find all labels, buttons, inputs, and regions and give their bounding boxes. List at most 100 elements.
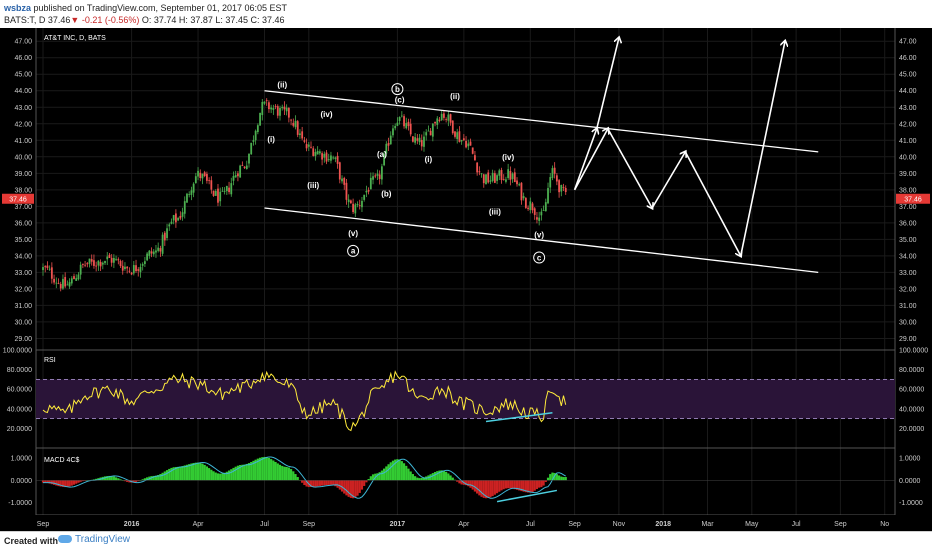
candle-body (509, 170, 512, 180)
wave-label: (b) (381, 189, 392, 198)
candle-body (237, 173, 239, 177)
candle-body (332, 157, 335, 159)
candle-body (547, 188, 549, 204)
price-tick-label-left: 30.00 (14, 319, 32, 326)
candle-body (183, 201, 186, 214)
candle-body (469, 141, 472, 146)
macd-histogram-bar (267, 457, 271, 481)
candle-body (245, 165, 248, 170)
candle-body (420, 140, 423, 147)
candle-body (467, 143, 470, 147)
rsi-tick-label-left: 20.0000 (7, 426, 32, 433)
macd-histogram-bar (526, 480, 530, 493)
candle-body (549, 177, 552, 188)
macd-histogram-bar (436, 471, 439, 481)
candle-body (385, 143, 388, 154)
author-name[interactable]: wsbza (4, 3, 32, 13)
published-text: published on TradingView.com, September … (33, 3, 288, 13)
candle-body (279, 108, 281, 116)
candle-body (440, 113, 443, 121)
candle-body (206, 173, 208, 181)
macd-histogram-bar (44, 480, 47, 483)
macd-histogram-bar (61, 480, 65, 487)
macd-histogram-bar (491, 480, 494, 497)
macd-histogram-bar (143, 478, 146, 481)
chart-background (0, 28, 932, 531)
tradingview-logo[interactable]: TradingView (58, 534, 130, 545)
macd-histogram-bar (208, 468, 211, 481)
candle-body (112, 257, 115, 263)
candle-body (106, 256, 109, 260)
candle-body (192, 183, 195, 193)
macd-histogram-bar (522, 480, 525, 492)
publish-info: wsbza published on TradingView.com, Sept… (4, 3, 287, 13)
candle-body (330, 155, 332, 161)
macd-histogram-bar (46, 480, 49, 484)
macd-histogram-bar (59, 480, 62, 487)
macd-histogram-bar (70, 480, 73, 486)
macd-histogram-bar (323, 480, 326, 486)
macd-histogram-bar (533, 480, 536, 491)
time-axis-label: Sep (568, 521, 581, 528)
candle-body (496, 175, 498, 181)
wave-circle-label: b (395, 85, 400, 94)
macd-histogram-bar (141, 479, 144, 481)
candle-body (172, 215, 175, 221)
macd-histogram-bar (250, 461, 253, 481)
wave-circle-label: a (351, 247, 356, 256)
candle-body (485, 174, 487, 185)
candle-body (451, 120, 454, 134)
macd-histogram-bar (157, 474, 160, 481)
macd-histogram-bar (190, 463, 193, 481)
candle-body (243, 166, 246, 168)
macd-histogram-bar (199, 462, 202, 481)
price-tick-label-left: 43.00 (14, 105, 32, 112)
macd-histogram-bar (495, 480, 499, 494)
price-tick-label-right: 29.00 (899, 336, 917, 343)
time-axis-label: No (880, 521, 889, 528)
time-axis-label: 2016 (124, 521, 140, 528)
macd-histogram-bar (274, 461, 277, 481)
candle-body (250, 142, 253, 155)
macd-histogram-bar (482, 480, 485, 498)
candle-body (130, 272, 133, 275)
last-price-text: 37.46 (47, 15, 71, 25)
macd-histogram-bar (81, 480, 84, 482)
candle-body (338, 162, 341, 180)
macd-histogram-bar (172, 467, 175, 481)
candle-body (465, 140, 467, 148)
candle-body (292, 122, 295, 126)
last-price-badge-left (2, 193, 34, 204)
macd-histogram-bar (278, 464, 282, 481)
candle-body (75, 278, 78, 281)
time-axis-label: 2017 (390, 521, 406, 528)
candle-body (208, 179, 211, 181)
candle-body (219, 191, 222, 202)
macd-histogram-bar (549, 474, 552, 481)
chart-area[interactable]: 29.00 29.00 30.00 30.00 31.00 31.00 32.00 32.00… (0, 0, 932, 531)
candle-body (358, 205, 361, 206)
macd-histogram-bar (515, 480, 519, 490)
candle-body (287, 107, 290, 118)
macd-histogram-bar (487, 480, 490, 498)
price-tick-label-left: 47.00 (14, 39, 32, 46)
last-price-label-left: 37.46 (9, 197, 27, 204)
macd-tick-label-left: -1.0000 (8, 500, 32, 507)
macd-histogram-bar (524, 480, 527, 493)
time-axis-label: Sep (303, 521, 316, 528)
candle-body (70, 278, 73, 284)
candle-body (538, 217, 541, 221)
candle-body (110, 257, 113, 263)
candle-body (272, 108, 275, 110)
macd-histogram-bar (438, 470, 441, 481)
candle-body (449, 114, 452, 123)
macd-histogram-bar (301, 480, 304, 483)
macd-histogram-bar (205, 466, 209, 481)
wave-label: (iv) (502, 153, 514, 162)
macd-histogram-bar (433, 472, 437, 481)
candle-body (179, 215, 182, 219)
candle-body (163, 232, 166, 241)
macd-histogram-bar (152, 475, 155, 481)
macd-histogram-bar (460, 480, 463, 485)
macd-histogram-bar (232, 467, 235, 481)
